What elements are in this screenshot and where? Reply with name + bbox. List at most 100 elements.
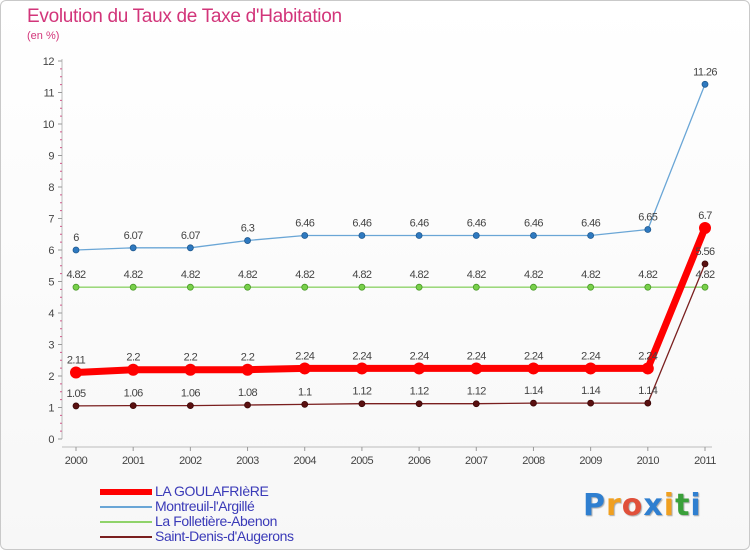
data-label: 4.82 bbox=[352, 269, 371, 281]
logo-letter: x bbox=[643, 488, 664, 523]
data-label: 4.82 bbox=[181, 269, 200, 281]
data-point bbox=[530, 232, 537, 239]
x-tick-label: 2004 bbox=[293, 455, 316, 467]
data-label: 2.24 bbox=[410, 350, 429, 362]
data-label: 1.08 bbox=[238, 387, 257, 399]
y-tick-label: 11 bbox=[44, 88, 55, 100]
data-label: 11.26 bbox=[693, 66, 717, 78]
data-point bbox=[186, 402, 194, 410]
y-tick-label: 4 bbox=[48, 308, 54, 320]
logo-letter: i bbox=[663, 488, 676, 523]
data-point bbox=[641, 362, 654, 375]
legend-item: Montreuil-l'Argillé bbox=[100, 498, 360, 514]
data-label: 6.07 bbox=[181, 230, 200, 242]
y-tick-label: 8 bbox=[48, 182, 54, 194]
y-tick-label: 2 bbox=[48, 371, 54, 383]
legend-label: Montreuil-l'Argillé bbox=[155, 498, 255, 514]
y-tick-label: 12 bbox=[43, 56, 55, 68]
data-label: 2.24 bbox=[581, 350, 600, 362]
data-point bbox=[530, 399, 537, 407]
x-tick-label: 2003 bbox=[236, 455, 259, 467]
data-label: 1.06 bbox=[181, 388, 200, 400]
data-point bbox=[184, 363, 197, 376]
data-point bbox=[699, 221, 711, 234]
data-point bbox=[472, 283, 480, 291]
data-label: 6.46 bbox=[524, 218, 543, 230]
series-line-0 bbox=[72, 224, 709, 376]
data-point bbox=[72, 283, 80, 291]
y-tick-label: 9 bbox=[48, 151, 54, 163]
data-point bbox=[298, 362, 311, 375]
x-tick-label: 2005 bbox=[351, 455, 374, 467]
data-point bbox=[358, 283, 366, 291]
x-tick-label: 2011 bbox=[694, 455, 716, 467]
data-point bbox=[415, 232, 423, 239]
legend-swatch bbox=[100, 506, 152, 508]
legend-item: La Folletière-Abenon bbox=[100, 513, 360, 529]
legend: LA GOULAFRIèRE Montreuil-l'Argillé La Foll… bbox=[100, 483, 360, 544]
data-label: 2.2 bbox=[184, 352, 198, 364]
data-point bbox=[70, 366, 82, 379]
y-tick-label: 1 bbox=[48, 403, 54, 415]
data-label: 4.82 bbox=[66, 269, 85, 281]
data-label: 6 bbox=[73, 232, 79, 244]
data-point bbox=[301, 232, 309, 239]
x-tick-label: 2006 bbox=[408, 455, 431, 467]
data-point bbox=[186, 244, 194, 252]
data-point bbox=[129, 402, 137, 410]
data-label: 6.46 bbox=[410, 218, 429, 230]
data-point bbox=[244, 237, 251, 244]
logo-letter: i bbox=[690, 488, 702, 523]
data-label: 1.12 bbox=[410, 386, 429, 398]
x-tick-label: 2008 bbox=[522, 455, 545, 467]
data-point bbox=[241, 363, 254, 376]
x-tick-label: 2010 bbox=[637, 455, 660, 467]
data-point bbox=[472, 400, 480, 408]
data-point bbox=[530, 283, 537, 291]
data-point bbox=[701, 80, 709, 88]
legend-swatch bbox=[100, 521, 152, 523]
data-point bbox=[301, 283, 309, 291]
x-tick-label: 2009 bbox=[579, 455, 602, 467]
data-label: 4.82 bbox=[638, 269, 657, 281]
data-label: 4.82 bbox=[581, 269, 600, 281]
chart-title: Evolution du Taux de Taxe d'Habitation bbox=[27, 6, 342, 27]
data-point bbox=[644, 283, 652, 291]
proxiti-logo: Proxiti bbox=[583, 488, 702, 523]
data-label: 2.24 bbox=[638, 350, 657, 362]
legend-item: Saint-Denis-d'Augerons bbox=[100, 528, 360, 544]
data-point bbox=[527, 362, 540, 375]
data-label: 1.12 bbox=[467, 386, 486, 398]
y-tick-label: 6 bbox=[48, 245, 54, 257]
series-layer bbox=[70, 80, 711, 410]
data-label: 4.82 bbox=[467, 269, 486, 281]
x-tick-label: 2002 bbox=[179, 455, 202, 467]
data-label: 1.14 bbox=[638, 385, 657, 397]
data-label-layer: 4.82 4.82 4.82 4.82 4.82 4.82 4.82 4.82 4.82 4.82… bbox=[66, 66, 717, 400]
series-line-3 bbox=[75, 263, 706, 407]
legend-swatch bbox=[100, 489, 152, 495]
legend-label: LA GOULAFRIèRE bbox=[155, 483, 269, 499]
data-label: 6.3 bbox=[241, 223, 255, 235]
x-tick-label: 2001 bbox=[122, 455, 145, 467]
x-tick-label: 2000 bbox=[65, 455, 88, 467]
data-point bbox=[72, 402, 80, 410]
logo-letter: P bbox=[583, 488, 606, 523]
data-point bbox=[584, 362, 597, 375]
data-point bbox=[244, 401, 251, 409]
legend-label: Saint-Denis-d'Augerons bbox=[155, 528, 294, 544]
logo-letter: r bbox=[606, 488, 622, 523]
data-point bbox=[72, 246, 80, 254]
data-point bbox=[415, 283, 423, 291]
data-label: 6.46 bbox=[352, 218, 371, 230]
data-point bbox=[413, 362, 426, 375]
x-tick-label: 2007 bbox=[465, 455, 488, 467]
data-label: 6.7 bbox=[698, 210, 712, 222]
data-point bbox=[415, 400, 423, 408]
y-tick-label: 0 bbox=[48, 434, 54, 446]
data-point bbox=[129, 244, 137, 252]
data-point bbox=[358, 400, 366, 408]
data-label: 6.46 bbox=[467, 218, 486, 230]
data-point bbox=[470, 362, 483, 375]
